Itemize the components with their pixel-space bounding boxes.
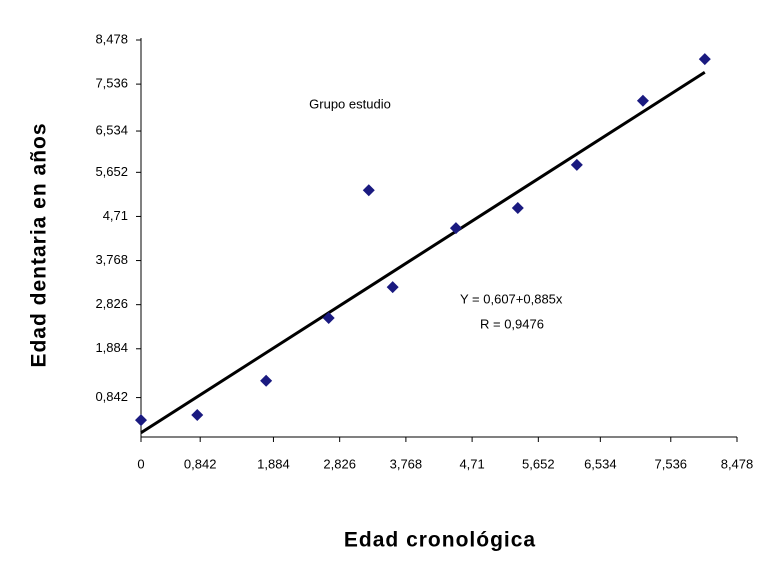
y-tick-label: 8,478 <box>95 31 128 46</box>
x-tick-label: 2,826 <box>323 456 356 471</box>
x-tick-label: 6,534 <box>584 456 617 471</box>
x-tick-label: 5,652 <box>522 456 555 471</box>
x-tick-label: 0,842 <box>184 456 217 471</box>
y-tick-label: 7,536 <box>95 76 128 91</box>
x-tick-label: 7,536 <box>655 456 688 471</box>
point <box>191 408 204 421</box>
point <box>636 94 649 107</box>
y-tick-label: 6,534 <box>95 122 128 137</box>
point <box>698 53 711 66</box>
equation: Y = 0,607+0,885x <box>460 291 563 306</box>
y-axis-title: Edad dentaria en años <box>28 122 51 367</box>
point <box>135 414 147 427</box>
x-tick-label: 8,478 <box>721 456 754 471</box>
y-tick-label: 5,652 <box>95 164 128 179</box>
point <box>449 222 462 235</box>
point <box>260 374 273 387</box>
r-value: R = 0,9476 <box>480 316 544 331</box>
y-tick-label: 2,826 <box>95 296 128 311</box>
x-tick-label: 4,71 <box>459 456 484 471</box>
fit-line <box>140 70 706 435</box>
x-tick-label: 1,884 <box>257 456 290 471</box>
x-tick-label: 3,768 <box>390 456 423 471</box>
x-tick-label: 0 <box>137 456 144 471</box>
point <box>362 184 375 197</box>
y-tick-label: 4,71 <box>103 208 128 223</box>
point <box>570 158 583 171</box>
y-tick-label: 3,768 <box>95 252 128 267</box>
y-tick-label: 1,884 <box>95 340 128 355</box>
point <box>511 202 524 215</box>
y-tick-label: 0,842 <box>95 389 128 404</box>
x-axis-title: Edad cronológica <box>344 529 536 552</box>
point <box>322 312 335 325</box>
annotation: Grupo estudio <box>309 96 391 111</box>
point <box>386 281 399 294</box>
